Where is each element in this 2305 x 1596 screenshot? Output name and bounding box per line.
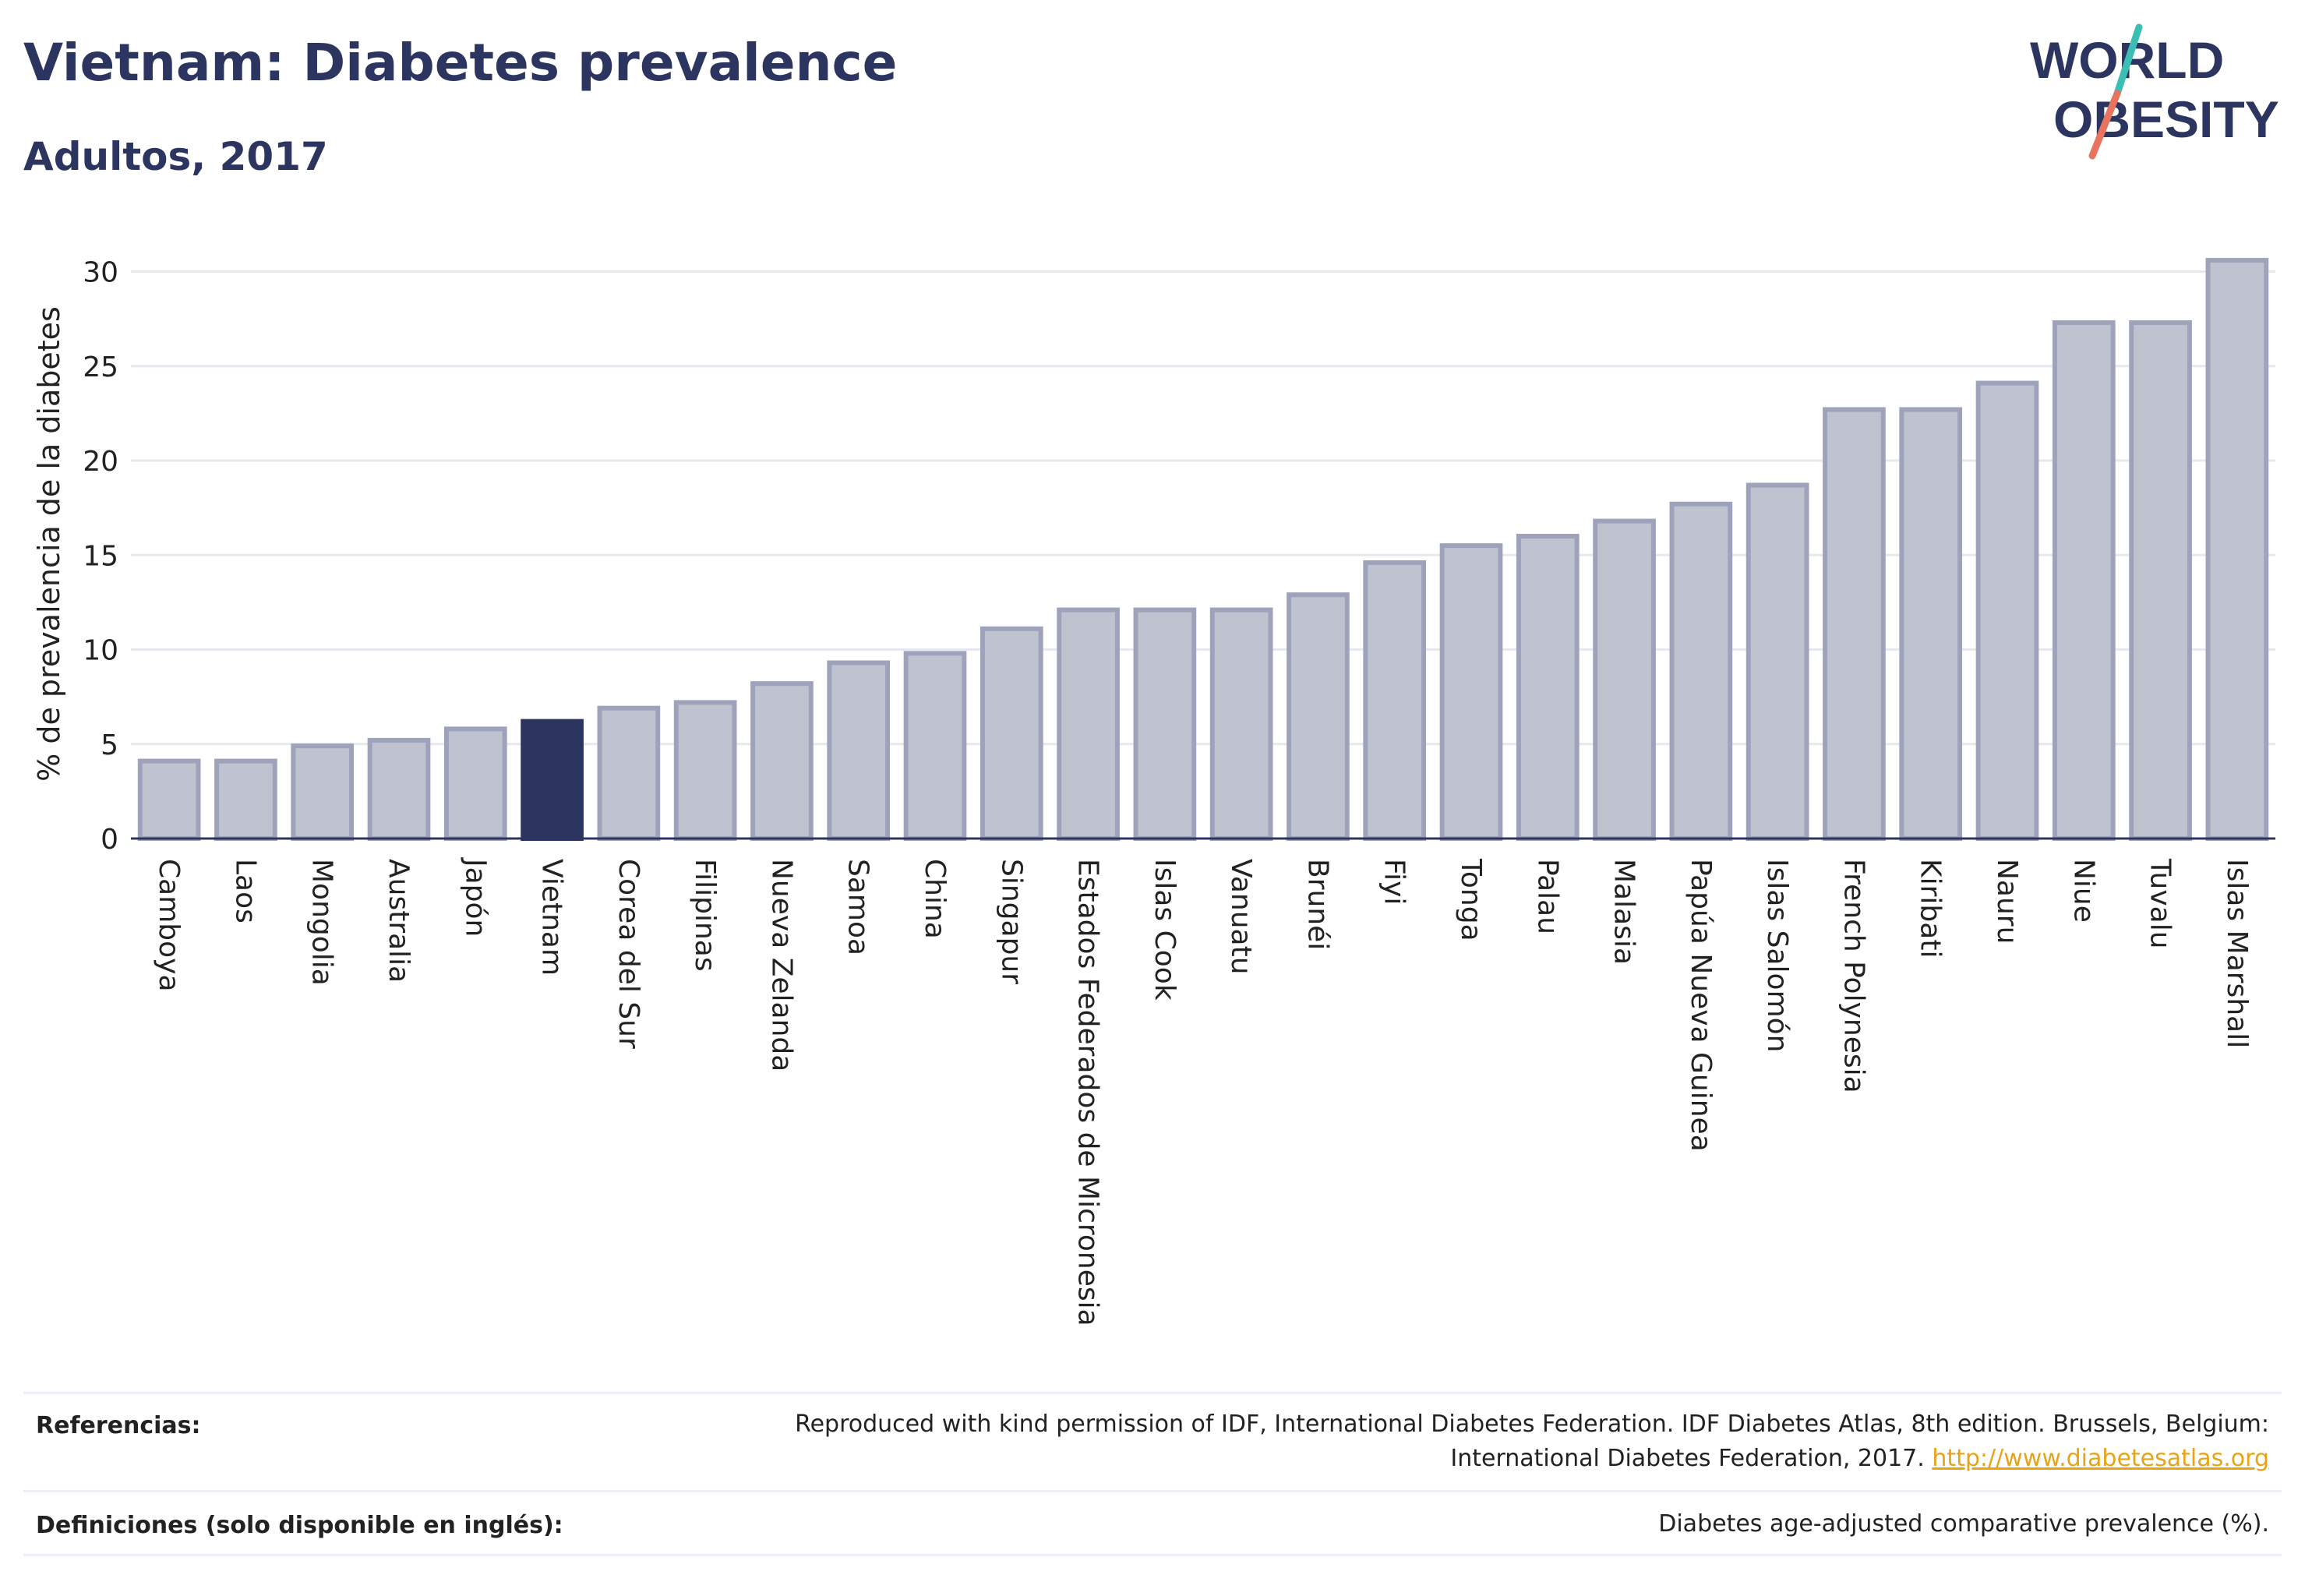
- x-tick-label: Islas Salomón: [1761, 859, 1793, 1052]
- x-tick-label: China: [919, 859, 951, 939]
- logo-word-obesity: OBESITY: [2053, 90, 2279, 148]
- bar-australia: [367, 737, 431, 842]
- x-tick-label: Corea del Sur: [612, 859, 644, 1049]
- bar-samoa: [827, 660, 891, 841]
- x-tick-label: Tonga: [1455, 858, 1487, 941]
- x-tick-label: Mongolia: [306, 859, 338, 986]
- x-tick-label: Islas Cook: [1149, 859, 1181, 1001]
- bar-islas-cook: [1133, 607, 1197, 841]
- definitions-text: Diabetes age-adjusted comparative preval…: [1658, 1510, 2269, 1538]
- x-tick-label: Estados Federados de Micronesia: [1072, 859, 1104, 1326]
- y-axis-label: % de prevalencia de la diabetes: [32, 306, 66, 782]
- bar-vietnam: [521, 719, 584, 842]
- logo-slash-teal: [2113, 23, 2143, 97]
- references-line2: International Diabetes Federation, 2017.: [1450, 1445, 1925, 1472]
- bar-palau: [1516, 534, 1580, 841]
- references-line2-wrap: International Diabetes Federation, 2017.…: [795, 1442, 2269, 1476]
- y-tick-label: 15: [83, 540, 118, 572]
- x-tick-label: Malasia: [1608, 859, 1640, 965]
- footer-divider-bottom: [23, 1554, 2282, 1556]
- y-tick-label: 10: [83, 635, 118, 667]
- x-tick-label: Japón: [459, 857, 491, 937]
- x-tick-label: Tuvalu: [2144, 858, 2176, 949]
- bar-kiribati: [1899, 407, 1963, 841]
- x-tick-label: Kiribati: [1915, 859, 1947, 958]
- logo-slash-coral: [2088, 90, 2121, 160]
- bar-french-polynesia: [1823, 407, 1886, 841]
- bar-tuvalu: [2129, 320, 2192, 842]
- y-tick-label: 30: [83, 257, 118, 289]
- x-tick-label: Samoa: [842, 859, 874, 955]
- footer-divider-middle: [23, 1490, 2282, 1492]
- x-tick-label: Vietnam: [536, 859, 568, 976]
- bar-camboya: [137, 758, 201, 842]
- x-tick-label: Brunéi: [1301, 859, 1333, 950]
- chart-subtitle: Adultos, 2017: [23, 134, 328, 179]
- x-tick-label: Singapur: [995, 859, 1027, 984]
- x-tick-label: Fiyi: [1378, 859, 1410, 905]
- y-tick-label: 5: [101, 729, 118, 761]
- x-tick-label: Papúa Nueva Guinea: [1685, 859, 1717, 1152]
- references-text: Reproduced with kind permission of IDF, …: [795, 1407, 2269, 1476]
- bar-mongolia: [291, 743, 355, 841]
- y-tick-label: 25: [83, 351, 118, 383]
- footer-divider-top: [23, 1392, 2282, 1394]
- bar-japón: [443, 726, 507, 841]
- x-tick-labels: Camboya Laos Mongolia Australia Japón Vietnam…: [153, 857, 2253, 1326]
- bar-islas-salomón: [1746, 482, 1809, 842]
- bar-islas-marshall: [2205, 257, 2269, 841]
- bar-corea-del-sur: [597, 705, 661, 841]
- x-tick-label: Islas Marshall: [2221, 859, 2253, 1048]
- x-tick-label: Laos: [229, 859, 261, 923]
- bar-estados-federados-de-micronesia: [1057, 607, 1120, 841]
- x-tick-label: Nueva Zelanda: [765, 859, 797, 1072]
- x-tick-label: Vanuatu: [1225, 859, 1257, 975]
- x-tick-label: Camboya: [153, 859, 185, 992]
- x-tick-label: Filipinas: [689, 859, 721, 972]
- bar-nauru: [1975, 380, 2039, 841]
- bar-tonga: [1439, 543, 1503, 841]
- x-tick-label: Australia: [383, 859, 415, 983]
- y-tick-label: 0: [101, 824, 118, 856]
- x-tick-label: French Polynesia: [1837, 859, 1869, 1093]
- bar-fiyi: [1363, 560, 1427, 841]
- y-tick-label: 20: [83, 446, 118, 478]
- bar-china: [903, 651, 967, 841]
- bar-nueva-zelanda: [750, 681, 814, 842]
- bar-malasia: [1593, 518, 1656, 841]
- references-label: Referencias:: [36, 1412, 201, 1439]
- bar-singapur: [980, 626, 1043, 841]
- bar-chart: 0 5 10 15 20 25 30 Camboya Laos Mongolia Australi…: [32, 257, 2275, 1326]
- definitions-label: Definiciones (solo disponible en inglés)…: [36, 1512, 563, 1539]
- y-tick-labels: 0 5 10 15 20 25 30: [83, 257, 118, 856]
- references-line1: Reproduced with kind permission of IDF, …: [795, 1411, 2269, 1438]
- bar-brunéi: [1287, 592, 1350, 841]
- x-tick-label: Nauru: [1991, 859, 2023, 944]
- bar-vanuatu: [1209, 607, 1273, 841]
- bars: [137, 257, 2269, 842]
- chart-title: Vietnam: Diabetes prevalence: [23, 33, 898, 93]
- x-tick-label: Palau: [1531, 859, 1563, 934]
- bar-laos: [214, 758, 277, 842]
- diabetes-atlas-link[interactable]: http://www.diabetesatlas.org: [1932, 1445, 2269, 1472]
- bar-filipinas: [673, 700, 737, 842]
- x-tick-label: Niue: [2067, 859, 2099, 923]
- bar-niue: [2052, 320, 2116, 842]
- world-obesity-logo: WORLD OBESITY: [2030, 23, 2279, 160]
- bar-papúa-nueva-guinea: [1669, 501, 1733, 842]
